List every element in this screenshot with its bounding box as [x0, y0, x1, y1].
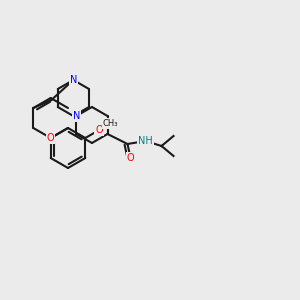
Text: N: N — [73, 111, 80, 121]
Text: NH: NH — [138, 136, 153, 146]
Text: O: O — [47, 133, 55, 143]
Text: N: N — [70, 75, 77, 85]
Text: CH₃: CH₃ — [103, 119, 118, 128]
Text: O: O — [127, 153, 134, 163]
Text: O: O — [95, 125, 103, 135]
